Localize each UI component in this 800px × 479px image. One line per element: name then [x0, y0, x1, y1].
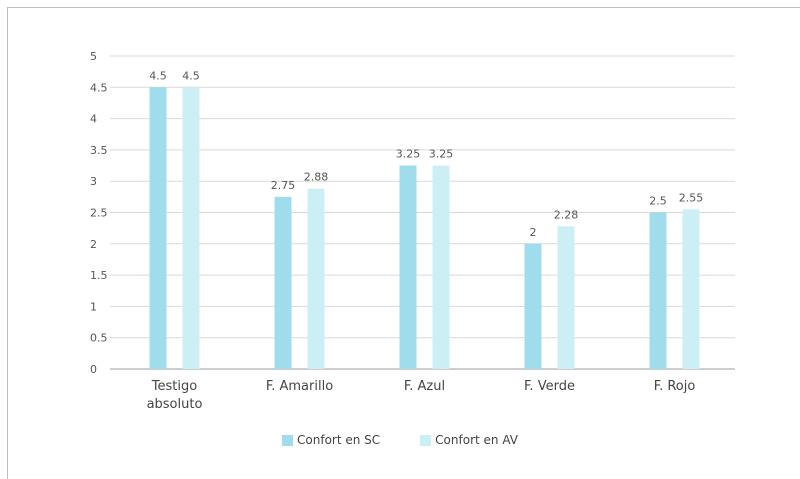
data-label: 2.88: [304, 171, 329, 184]
y-tick-label: 4.5: [90, 81, 108, 94]
legend-item-sc: Confort en SC: [282, 433, 380, 447]
data-label: 3.25: [396, 148, 421, 161]
bar-sc-2: [399, 165, 417, 369]
bar-av-3: [557, 226, 575, 369]
category-label: F. Azul: [404, 379, 445, 394]
y-tick-label: 0.5: [90, 332, 108, 345]
y-tick-label: 3.5: [90, 144, 108, 157]
bar-av-0: [182, 87, 200, 370]
chart-frame: [7, 7, 800, 479]
legend-swatch-sc: [282, 434, 294, 446]
y-tick-label: 4: [90, 113, 97, 126]
data-label: 3.25: [429, 148, 454, 161]
bar-av-4: [682, 209, 700, 369]
bar-av-2: [432, 165, 450, 369]
bar-sc-1: [274, 196, 292, 369]
data-label: 4.5: [182, 69, 200, 82]
data-label: 2.5: [649, 195, 667, 208]
bar-sc-3: [524, 243, 542, 369]
bar-sc-0: [149, 87, 167, 370]
y-tick-label: 1: [90, 300, 97, 313]
legend-swatch-av: [420, 434, 432, 446]
category-label: F. Rojo: [654, 379, 696, 394]
y-tick-label: 3: [90, 175, 97, 188]
y-tick-label: 2.5: [90, 207, 108, 220]
y-tick-label: 2: [90, 238, 97, 251]
category-label: Testigo absoluto: [147, 379, 203, 412]
category-label: F. Verde: [524, 379, 575, 394]
legend: Confort en SC Confort en AV: [0, 433, 800, 447]
bar-sc-4: [649, 212, 667, 369]
y-tick-label: 1.5: [90, 269, 108, 282]
category-label-line: F. Amarillo: [266, 379, 333, 394]
legend-label-av: Confort en AV: [435, 433, 518, 447]
bar-av-1: [307, 188, 325, 369]
bar-chart: 0 0.5 1 1.5 2 2.5 3 3.5 4 4.5 5 4.5 4.5 Testigo absolu…: [90, 50, 735, 412]
data-label: 4.5: [149, 69, 167, 82]
legend-item-av: Confort en AV: [420, 433, 518, 447]
data-label: 2.28: [554, 208, 579, 221]
legend-label-sc: Confort en SC: [297, 433, 381, 447]
y-tick-label: 5: [90, 50, 97, 63]
category-label-line: Testigo: [151, 379, 197, 394]
category-label-line: F. Rojo: [654, 379, 696, 394]
category-label: F. Amarillo: [266, 379, 333, 394]
data-label: 2.55: [679, 191, 704, 204]
category-label-line: F. Verde: [524, 379, 575, 394]
data-label: 2.75: [271, 179, 296, 192]
data-label: 2: [530, 226, 537, 239]
category-label-line: absoluto: [147, 397, 203, 412]
y-tick-label: 0: [90, 363, 97, 376]
category-label-line: F. Azul: [404, 379, 445, 394]
